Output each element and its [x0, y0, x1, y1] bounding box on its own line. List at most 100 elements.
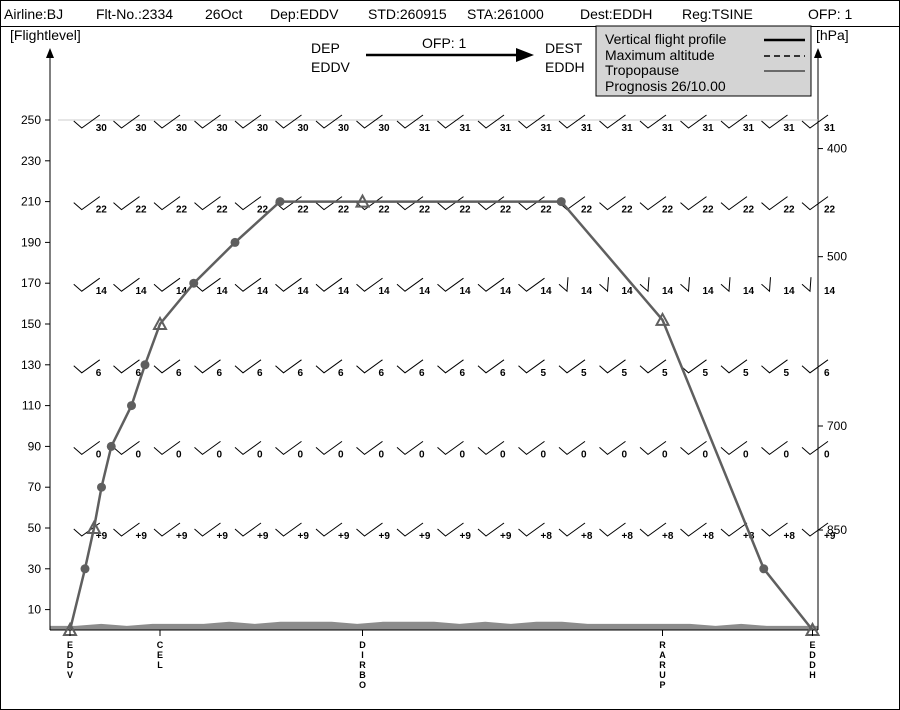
- wind-barb: [639, 522, 667, 537]
- profile-point-marker: [127, 401, 136, 411]
- legend-item-tropopause: Tropopause: [605, 62, 679, 78]
- wind-value-label: 6: [460, 368, 466, 379]
- wind-barb: [437, 359, 464, 374]
- wind-barb: [396, 359, 424, 374]
- wind-value-label: 5: [622, 368, 628, 379]
- route-dest-code: EDDH: [545, 59, 585, 75]
- wind-value-label: 0: [784, 449, 790, 460]
- wind-barb: [518, 359, 545, 374]
- wind-value-label: +8: [703, 531, 715, 542]
- wind-barb: [153, 440, 181, 456]
- wind-value-label: 30: [176, 123, 188, 134]
- wind-barb: [73, 196, 101, 211]
- wind-barb: [194, 277, 221, 292]
- profile-waypoint-marker: [354, 193, 371, 208]
- route-arrow-head-icon: [516, 48, 534, 62]
- wind-barb: [153, 196, 181, 211]
- wind-barb: [720, 277, 731, 293]
- wind-value-label: 6: [176, 368, 182, 379]
- wind-value-label: 30: [136, 123, 148, 134]
- y-tick-label: 90: [28, 439, 42, 453]
- y-tick-label: 10: [28, 603, 42, 617]
- wind-value-label: 14: [743, 286, 755, 297]
- wind-barb: [234, 114, 262, 129]
- wind-value-label: 5: [784, 368, 790, 379]
- wind-value-label: 0: [419, 449, 425, 460]
- wind-barb: [720, 196, 748, 211]
- y-tick-label: 150: [21, 317, 41, 331]
- wind-value-label: +8: [784, 531, 796, 542]
- wind-barb: [234, 277, 262, 292]
- wind-barb: [437, 277, 464, 292]
- wind-value-label: 6: [257, 368, 263, 379]
- header-destination: Dest:EDDH: [580, 6, 652, 22]
- wind-value-label: 14: [662, 286, 674, 297]
- wind-barb: [73, 440, 101, 456]
- wind-barb: [558, 522, 586, 537]
- wind-value-label: 0: [703, 449, 709, 460]
- wind-barb: [234, 522, 262, 537]
- wind-value-label: 22: [541, 205, 553, 216]
- wind-value-label: 6: [419, 368, 425, 379]
- wind-barb: [801, 114, 829, 129]
- wind-value-label: 14: [136, 286, 148, 297]
- wind-value-label: 22: [298, 205, 310, 216]
- wind-barb: [599, 114, 626, 129]
- wind-value-label: 14: [176, 286, 188, 297]
- wind-value-label: 0: [743, 449, 749, 460]
- y-tick-label: 250: [21, 113, 41, 127]
- wind-value-label: 0: [176, 449, 182, 460]
- waypoint-labels: E D D V C E L D I R B O R A R U P E D D H: [67, 630, 816, 690]
- profile-point-marker: [275, 197, 285, 207]
- wind-barb: [761, 359, 788, 374]
- y-axis-right-label: [hPa]: [816, 27, 849, 43]
- wind-barb: [356, 440, 383, 456]
- wind-barb: [315, 114, 343, 129]
- wind-value-label: 14: [419, 286, 431, 297]
- wind-barb: [356, 359, 383, 374]
- profile-point-marker: [759, 564, 769, 574]
- wind-value-label: +9: [460, 531, 472, 542]
- y-axis-left-arrow-icon: [46, 48, 54, 58]
- y-tick-label: 170: [21, 276, 41, 290]
- wind-value-label: +9: [379, 531, 391, 542]
- wind-value-label: 22: [581, 205, 593, 216]
- wind-value-label: 14: [460, 286, 472, 297]
- wind-value-label: 14: [257, 286, 269, 297]
- wind-barb: [315, 359, 343, 374]
- wind-barb: [720, 114, 748, 129]
- wind-barb: [801, 522, 829, 537]
- wind-value-label: +9: [136, 531, 148, 542]
- wind-value-label: 0: [136, 449, 142, 460]
- wind-barb: [558, 277, 569, 293]
- legend-item-maximum-altitude: Maximum altitude: [605, 47, 715, 63]
- wind-value-label: 0: [257, 449, 263, 460]
- wind-value-label: 14: [379, 286, 391, 297]
- wind-barb: [275, 359, 302, 374]
- wind-value-label: 22: [257, 205, 269, 216]
- wind-barb: [396, 522, 424, 537]
- wind-barb: [801, 277, 812, 293]
- wind-value-label: 0: [662, 449, 668, 460]
- wind-barb: [680, 196, 707, 211]
- wind-value-label: 14: [298, 286, 310, 297]
- wind-value-label: 22: [379, 205, 391, 216]
- header-departure: Dep:EDDV: [270, 6, 339, 22]
- profile-waypoint-marker: [152, 315, 168, 330]
- wind-value-label: 5: [541, 368, 547, 379]
- wind-barb: [761, 196, 788, 211]
- wind-value-label: +9: [257, 531, 269, 542]
- wind-value-label: +8: [541, 531, 553, 542]
- wind-barb: [477, 114, 505, 129]
- header-flight-number: Flt-No.:2334: [96, 6, 173, 22]
- wind-value-label: 6: [96, 368, 102, 379]
- route-dep-code: EDDV: [311, 59, 351, 75]
- y-tick-label: 30: [28, 562, 42, 576]
- route-dest-label: DEST: [545, 40, 583, 56]
- y-tick-label: 70: [28, 480, 42, 494]
- profile-point-marker: [189, 278, 199, 288]
- wind-value-label: 31: [581, 123, 593, 134]
